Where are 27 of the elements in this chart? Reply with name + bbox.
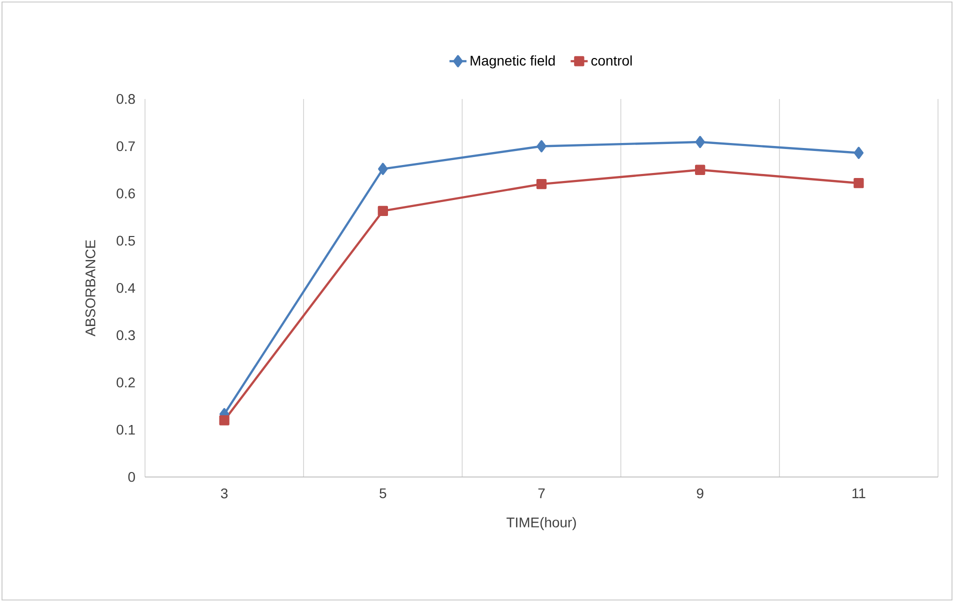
point — [378, 206, 388, 216]
y-tick-label: 0.7 — [116, 141, 135, 152]
point — [695, 164, 706, 175]
y-tick-label: 0.1 — [116, 424, 135, 435]
point — [854, 146, 864, 159]
x-axis-title: TIME(hour) — [506, 517, 576, 530]
point — [854, 178, 864, 188]
legend-label: control — [591, 55, 632, 66]
y-tick-label: 0.3 — [116, 330, 135, 340]
point — [219, 415, 230, 426]
y-tick-label: 0.8 — [116, 94, 135, 104]
y-tick-label: 0.2 — [116, 378, 135, 388]
x-tick-label: 5 — [380, 488, 386, 498]
point — [536, 140, 546, 152]
x-tick-label: 11 — [852, 488, 866, 498]
x-tick-label: 3 — [220, 488, 228, 498]
y-axis-title: ABSORBANCE — [85, 240, 96, 336]
y-tick-label: 0.5 — [116, 236, 135, 246]
y-tick-label: 0.6 — [116, 188, 135, 198]
legend-label: Magnetic field — [470, 55, 555, 68]
y-tick-label: 0 — [128, 472, 135, 482]
y-tick-label: 0.4 — [116, 283, 136, 293]
point — [536, 178, 547, 190]
point — [378, 162, 388, 175]
point — [695, 136, 705, 148]
x-tick-label: 7 — [538, 488, 545, 498]
x-tick-label: 9 — [696, 488, 704, 498]
